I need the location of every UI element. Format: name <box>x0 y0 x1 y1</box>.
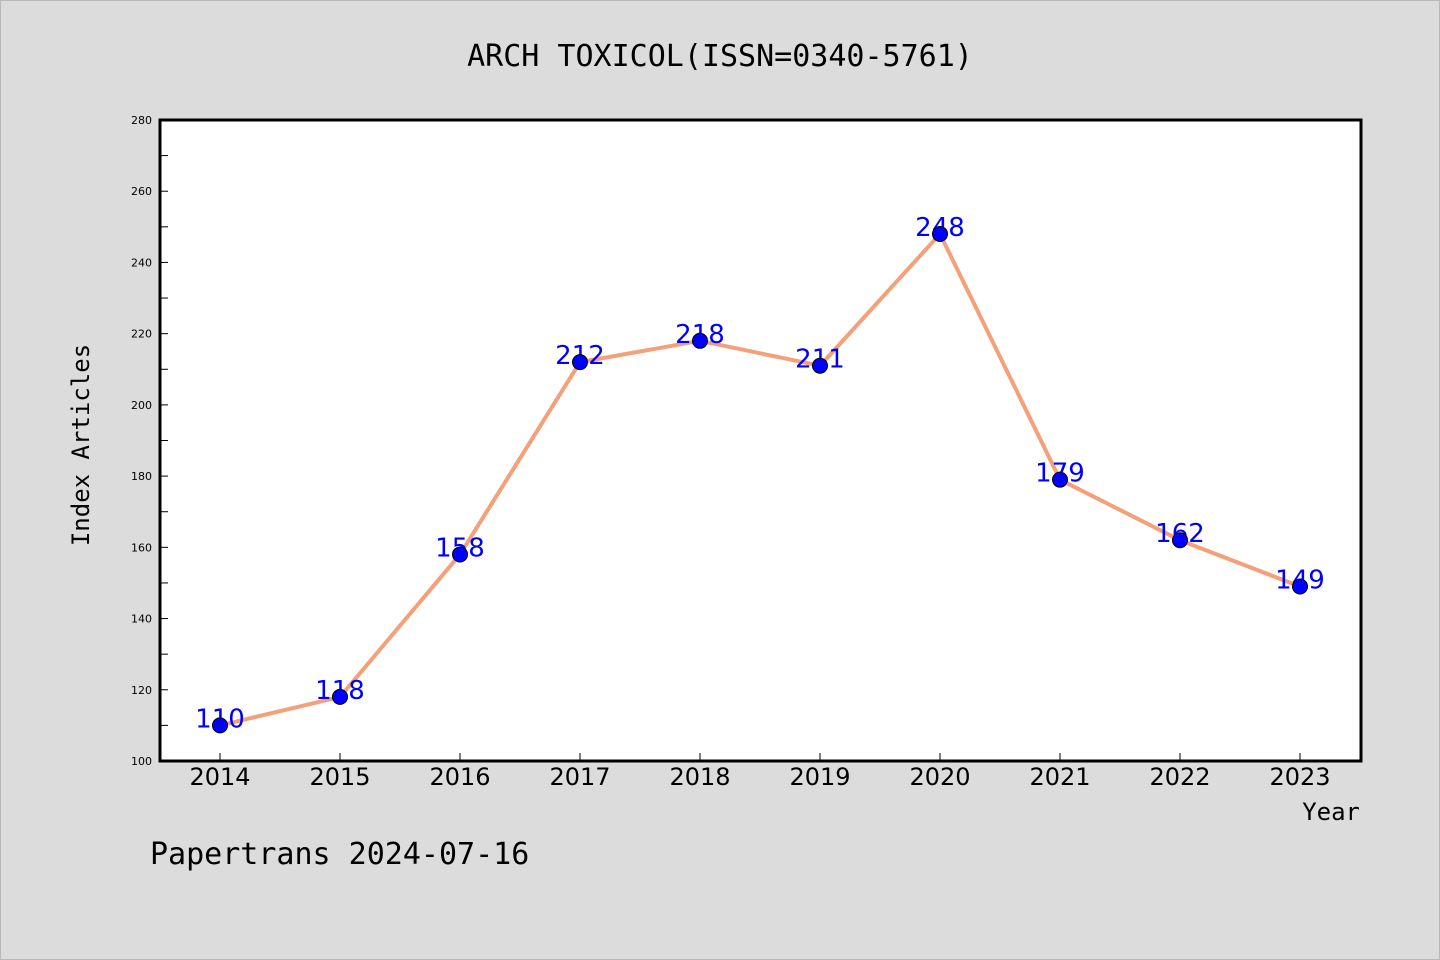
chart-title: ARCH TOXICOL(ISSN=0340-5761) <box>467 39 973 74</box>
plot-area <box>160 120 1361 761</box>
x-axis-label: Year <box>1302 798 1360 826</box>
x-tick-label: 2022 <box>1149 763 1210 791</box>
data-point <box>1172 532 1188 549</box>
data-labels: 110118158212218211248179162149 <box>195 213 1325 734</box>
x-tick-label: 2020 <box>909 763 970 791</box>
plot-border <box>158 118 1363 763</box>
y-tick-label: 180 <box>131 470 152 483</box>
y-axis: 100 120 140 160 180 200 220 240 260 280 <box>131 114 168 768</box>
y-tick-label: 240 <box>131 256 152 269</box>
y-tick-label: 120 <box>131 684 152 697</box>
y-tick-label: 200 <box>131 399 152 412</box>
data-point <box>932 225 948 242</box>
data-point <box>332 688 348 705</box>
x-tick-label: 2018 <box>669 763 730 791</box>
x-tick-label: 2015 <box>309 763 370 791</box>
data-point <box>1292 578 1308 595</box>
y-tick-label: 260 <box>131 185 152 198</box>
x-tick-label: 2023 <box>1269 763 1330 791</box>
x-axis: 2014 2015 2016 2017 2018 2019 2020 2021 2022 2023 <box>189 753 1331 791</box>
y-tick-label: 220 <box>131 328 152 341</box>
data-point <box>692 332 708 349</box>
x-tick-label: 2019 <box>789 763 850 791</box>
y-tick-label: 280 <box>131 114 152 127</box>
footer-note: Papertrans 2024-07-16 <box>150 837 529 872</box>
x-tick-label: 2017 <box>549 763 610 791</box>
x-tick-label: 2016 <box>429 763 490 791</box>
data-point <box>572 354 588 371</box>
y-tick-label: 100 <box>131 755 152 768</box>
data-point <box>812 357 828 374</box>
data-point <box>1052 471 1068 488</box>
series-line-group <box>219 231 1301 728</box>
x-tick-label: 2021 <box>1029 763 1090 791</box>
y-tick-label: 140 <box>131 613 152 626</box>
data-point <box>212 717 228 734</box>
data-point <box>452 546 468 563</box>
y-axis-label: Index Articles <box>67 344 95 546</box>
series-line <box>219 231 1301 728</box>
y-tick-label: 160 <box>131 541 152 554</box>
x-tick-label: 2014 <box>189 763 250 791</box>
